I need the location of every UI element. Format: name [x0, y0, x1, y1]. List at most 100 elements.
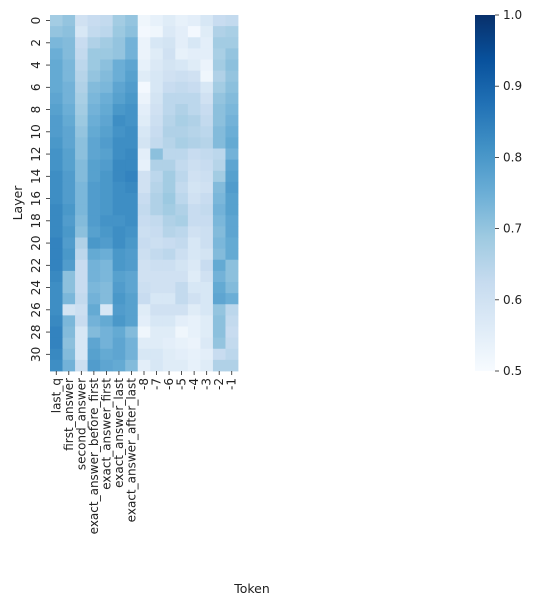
heatmap-cell — [75, 259, 88, 272]
heatmap-cell — [187, 215, 201, 227]
heatmap-cell — [87, 348, 101, 361]
heatmap-cell — [212, 70, 226, 83]
heatmap-cell — [75, 215, 88, 227]
heatmap-cell — [225, 48, 239, 60]
heatmap-cell — [175, 148, 189, 161]
heatmap-cell — [187, 359, 201, 372]
heatmap-cell — [50, 26, 63, 38]
heatmap-cell — [125, 315, 139, 327]
heatmap-cell — [62, 337, 76, 350]
heatmap-cell — [125, 248, 139, 261]
heatmap-cell — [200, 315, 214, 327]
heatmap-cell — [150, 326, 164, 339]
heatmap-cell — [137, 326, 151, 339]
heatmap-cell — [125, 181, 139, 194]
heatmap-cell — [100, 315, 114, 327]
heatmap-cell — [225, 137, 239, 149]
heatmap-cell — [137, 348, 151, 361]
heatmap-cell — [162, 193, 176, 205]
heatmap-cell — [137, 70, 151, 83]
heatmap-cell — [50, 348, 63, 361]
heatmap-cell — [137, 26, 151, 38]
heatmap-cell — [175, 326, 189, 339]
heatmap-cell — [137, 282, 151, 294]
heatmap-cell — [62, 115, 76, 127]
heatmap-cell — [50, 270, 63, 283]
heatmap-cell — [200, 48, 214, 60]
heatmap-cell — [162, 137, 176, 149]
y-tick-label: 18 — [29, 213, 43, 228]
heatmap-cell — [200, 137, 214, 149]
heatmap-cell — [125, 70, 139, 83]
heatmap-cell — [225, 115, 239, 127]
heatmap-cell — [50, 48, 63, 60]
heatmap-cell — [225, 326, 239, 339]
colorbar-tick-label: 0.8 — [503, 150, 522, 164]
heatmap-cell — [200, 237, 214, 250]
heatmap-cell — [200, 159, 214, 172]
heatmap-cell — [112, 348, 126, 361]
heatmap-cell — [212, 159, 226, 172]
heatmap-cell — [175, 337, 189, 350]
heatmap-cell — [125, 215, 139, 227]
heatmap-cell — [225, 26, 239, 38]
heatmap-cell — [162, 26, 176, 38]
heatmap-cell — [50, 204, 63, 216]
heatmap-cell — [150, 126, 164, 138]
heatmap-cell — [150, 26, 164, 38]
heatmap-cell — [150, 237, 164, 250]
heatmap-cell — [212, 359, 226, 372]
heatmap-cell — [100, 148, 114, 161]
heatmap-cell — [200, 37, 214, 49]
heatmap-cell — [125, 115, 139, 127]
heatmap-cell — [187, 137, 201, 149]
heatmap-cell — [200, 326, 214, 339]
heatmap-cell — [162, 315, 176, 327]
y-axis-label: Layer — [10, 185, 25, 221]
heatmap-cell — [100, 15, 114, 27]
heatmap-cell — [137, 137, 151, 149]
heatmap-cell — [162, 293, 176, 305]
heatmap-cell — [225, 348, 239, 361]
colorbar-tick-label: 0.6 — [503, 293, 522, 307]
heatmap-cell — [125, 170, 139, 183]
heatmap-cell — [150, 204, 164, 216]
heatmap-cell — [162, 181, 176, 194]
heatmap-cell — [75, 304, 88, 316]
heatmap-cell — [112, 126, 126, 138]
heatmap-cell — [212, 81, 226, 94]
heatmap-cell — [112, 48, 126, 60]
heatmap-cell — [200, 148, 214, 161]
heatmap-cell — [175, 37, 189, 49]
heatmap-cell — [100, 259, 114, 272]
heatmap-cell — [62, 348, 76, 361]
heatmap-cell — [137, 237, 151, 250]
heatmap-cell — [150, 48, 164, 60]
colorbar-tick-label: 0.7 — [503, 222, 522, 236]
heatmap-cell — [150, 15, 164, 27]
heatmap-cell — [225, 181, 239, 194]
colorbar-tick-label: 0.9 — [503, 79, 522, 93]
heatmap-cell — [100, 204, 114, 216]
heatmap-cell — [162, 359, 176, 372]
heatmap-cell — [187, 181, 201, 194]
heatmap-cell — [175, 104, 189, 116]
heatmap-cell — [200, 181, 214, 194]
heatmap-cell — [187, 170, 201, 183]
heatmap-cell — [75, 170, 88, 183]
heatmap-cell — [125, 237, 139, 250]
heatmap-cell — [75, 315, 88, 327]
heatmap-cell — [87, 326, 101, 339]
heatmap-cell — [212, 26, 226, 38]
heatmap-cell — [225, 259, 239, 272]
heatmap-cell — [87, 92, 101, 105]
heatmap-cell — [62, 59, 76, 72]
heatmap-cell — [225, 359, 239, 372]
heatmap-cell — [75, 159, 88, 172]
heatmap-cell — [112, 81, 126, 94]
heatmap-cell — [100, 170, 114, 183]
heatmap-cell — [187, 193, 201, 205]
x-tick-label: -8 — [137, 378, 151, 390]
heatmap-cell — [225, 282, 239, 294]
heatmap-cell — [225, 304, 239, 316]
